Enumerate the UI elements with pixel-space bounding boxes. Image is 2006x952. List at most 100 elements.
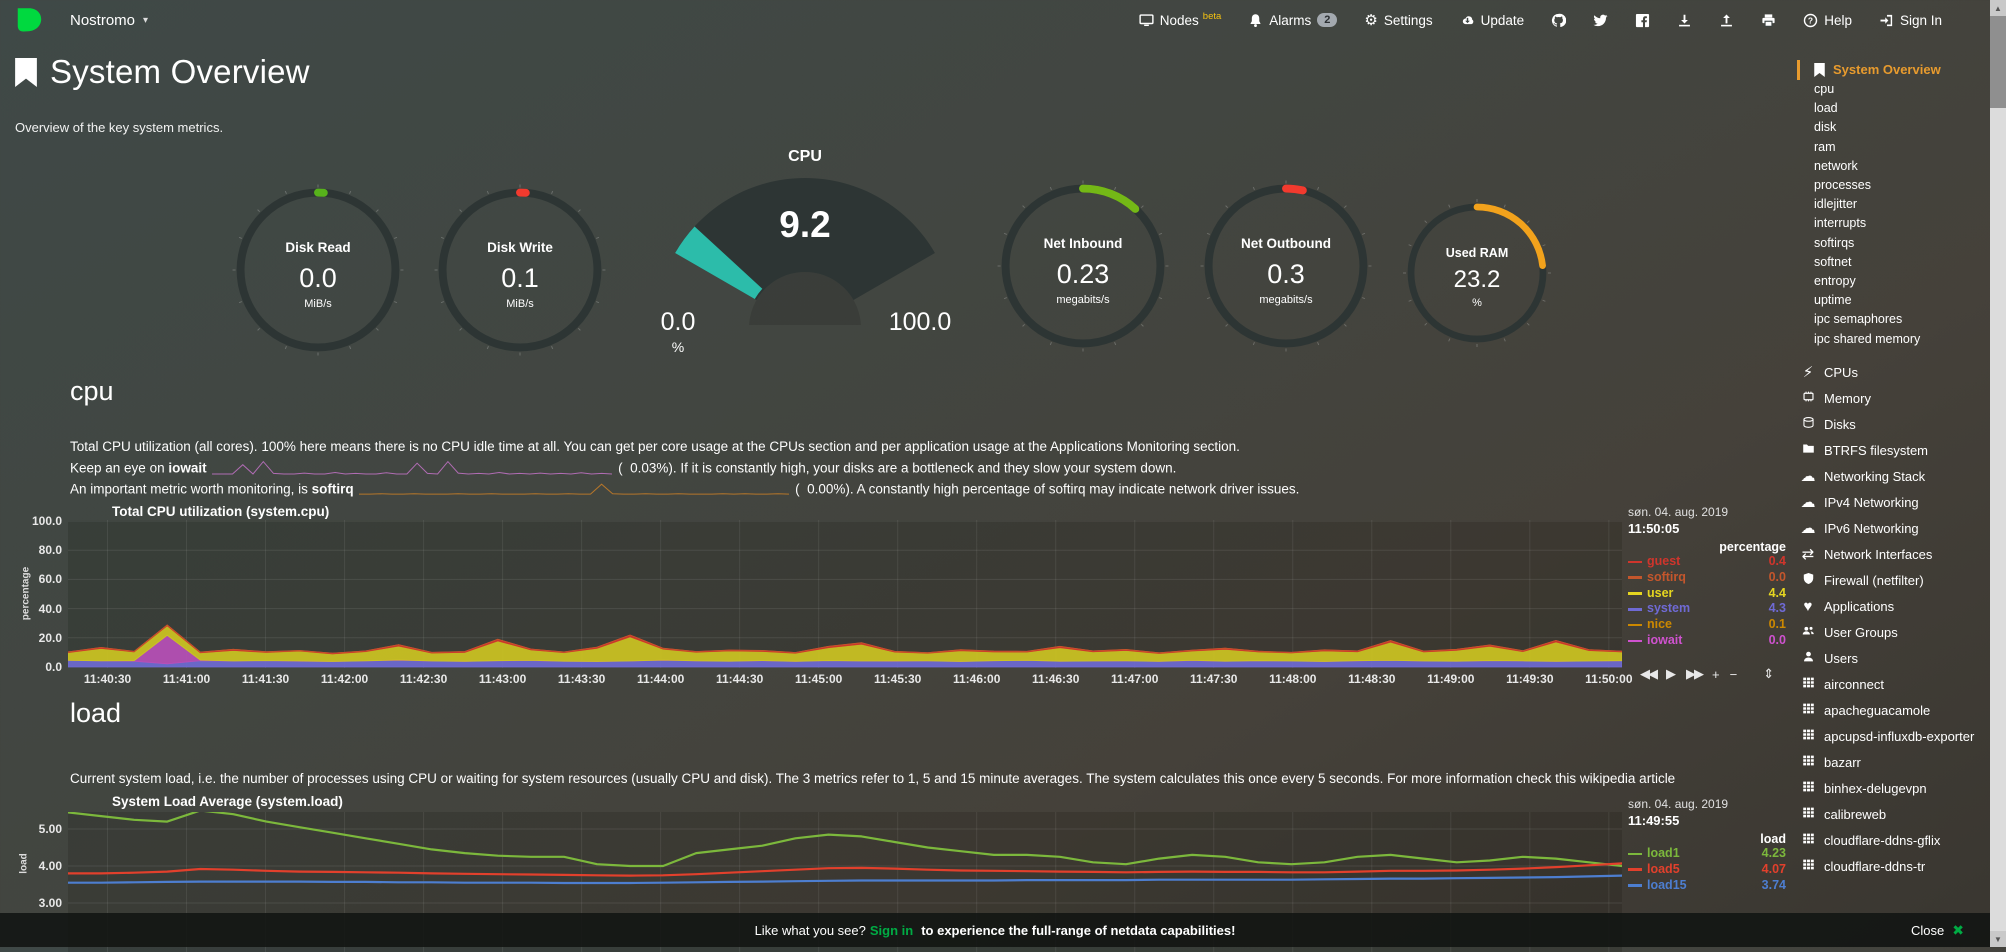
chart-tool-pan-forward[interactable]: ▶▶ xyxy=(1686,666,1704,681)
nav-help[interactable]: ? Help xyxy=(1803,13,1852,28)
legend-dash xyxy=(1628,592,1642,595)
sidebar-item-label: BTRFS filesystem xyxy=(1824,442,1929,458)
sidebar-item-networking-stack[interactable]: ☁ Networking Stack xyxy=(1797,464,1991,490)
cpu-chart[interactable] xyxy=(68,520,1622,668)
legend-row-system[interactable]: system 4.3 xyxy=(1628,601,1786,617)
gauge-value: 23.2 xyxy=(1453,265,1501,293)
sidebar-subitem-load[interactable]: load xyxy=(1814,101,1838,116)
gauge-used-ram[interactable]: Used RAM 23.2% xyxy=(1402,198,1552,348)
sidebar-item-cloudflare-ddns-tr[interactable]: cloudflare-ddns-tr xyxy=(1797,854,1991,880)
sidebar-subitem-interrupts[interactable]: interrupts xyxy=(1814,216,1867,231)
cpu-xtick: 11:43:30 xyxy=(557,672,606,686)
sidebar-item-bazarr[interactable]: bazarr xyxy=(1797,750,1991,776)
nav-facebook[interactable] xyxy=(1635,13,1650,28)
legend-dash xyxy=(1628,852,1642,856)
grid-icon xyxy=(1802,728,1815,741)
sidebar-item-ipv4-networking[interactable]: ☁ IPv4 Networking xyxy=(1797,490,1991,516)
legend-row-softirq[interactable]: softirq 0.0 xyxy=(1628,570,1786,586)
legend-row-load5[interactable]: load5 4.07 xyxy=(1628,862,1786,878)
sidebar-item-system-overview[interactable]: System Overview xyxy=(1797,60,1991,80)
legend-row-load15[interactable]: load15 3.74 xyxy=(1628,878,1786,894)
netdata-logo-icon[interactable] xyxy=(14,5,44,35)
cpu-xtick: 11:48:30 xyxy=(1348,672,1396,686)
sidebar-item-label: cloudflare-ddns-tr xyxy=(1824,858,1926,874)
gauge-disk-read[interactable]: Disk Read 0.0 MiB/s xyxy=(230,182,406,358)
page-scrollbar[interactable]: ▲ ▼ xyxy=(1990,0,2006,947)
sidebar-subitem-processes[interactable]: processes xyxy=(1814,178,1871,193)
sidebar-subitem-disk[interactable]: disk xyxy=(1814,120,1837,135)
sidebar-item-apcupsd-influxdb-exporter[interactable]: apcupsd-influxdb-exporter xyxy=(1797,724,1991,750)
grid-icon xyxy=(1802,858,1815,871)
sidebar-subitem-ipc-shared-memory[interactable]: ipc shared memory xyxy=(1814,331,1921,346)
sidebar-item-user-groups[interactable]: User Groups xyxy=(1797,620,1991,646)
nav-export[interactable] xyxy=(1719,13,1734,28)
nav-signin[interactable]: Sign In xyxy=(1879,13,1942,28)
sidebar-item-network-interfaces[interactable]: ⇄ Network Interfaces xyxy=(1797,542,1991,568)
svg-text:?: ? xyxy=(1808,15,1813,25)
gauge-cpu[interactable]: CPU 9.2 0.0 100.0% xyxy=(630,148,980,363)
cloud-icon: ☁ xyxy=(1800,493,1816,511)
gauge-net-inbound[interactable]: Net Inbound 0.23 megabits/s xyxy=(995,178,1171,354)
banner-close-label[interactable]: Close xyxy=(1911,922,1945,938)
sidebar-subitem-softnet[interactable]: softnet xyxy=(1814,254,1852,269)
sidebar-subitem-uptime[interactable]: uptime xyxy=(1814,293,1852,308)
chart-tool-resize[interactable]: ⇕ xyxy=(1763,666,1775,681)
legend-row-nice[interactable]: nice 0.1 xyxy=(1628,617,1786,633)
nav-github[interactable] xyxy=(1551,13,1567,28)
close-icon[interactable]: ✖ xyxy=(1952,921,1964,938)
nav-nodes-label: Nodes xyxy=(1159,12,1199,28)
chart-tool-pan-back[interactable]: ◀◀ xyxy=(1640,666,1658,681)
sidebar-subitem-entropy[interactable]: entropy xyxy=(1814,274,1856,289)
scrollbar-up-arrow-icon[interactable]: ▲ xyxy=(1990,0,2006,16)
sidebar-subitem-network[interactable]: network xyxy=(1814,158,1858,173)
legend-row-user[interactable]: user 4.4 xyxy=(1628,586,1786,602)
sidebar-item-applications[interactable]: ♥ Applications xyxy=(1797,594,1991,620)
legend-series-value: 4.07 xyxy=(1761,861,1786,876)
sidebar-item-label: Users xyxy=(1824,650,1858,666)
nav-print[interactable] xyxy=(1761,13,1776,28)
nav-import[interactable] xyxy=(1677,13,1692,28)
chart-tool-zoom-in[interactable]: + xyxy=(1712,666,1720,682)
sidebar-subitem-ram[interactable]: ram xyxy=(1814,139,1836,154)
sidebar-item-ipv6-networking[interactable]: ☁ IPv6 Networking xyxy=(1797,516,1991,542)
chart-tool-play[interactable]: ▶ xyxy=(1666,666,1676,681)
chart-tool-zoom-out[interactable]: − xyxy=(1729,666,1738,682)
legend-row-load1[interactable]: load1 4.23 xyxy=(1628,846,1786,862)
gauge-unit: megabits/s xyxy=(1259,294,1313,307)
sidebar-item-memory[interactable]: Memory xyxy=(1797,386,1991,412)
nav-nodes[interactable]: Nodes beta xyxy=(1139,11,1221,28)
nav-alarms[interactable]: Alarms 2 xyxy=(1248,13,1338,28)
scrollbar-down-arrow-icon[interactable]: ▼ xyxy=(1990,931,2006,947)
sidebar-subitem-idlejitter[interactable]: idlejitter xyxy=(1814,197,1858,212)
legend-dash xyxy=(1628,560,1642,564)
sidebar-subitem-cpu[interactable]: cpu xyxy=(1814,82,1835,96)
gauge-disk-write[interactable]: Disk Write 0.1 MiB/s xyxy=(432,182,608,358)
sidebar-item-cpus[interactable]: ⚡ CPUs xyxy=(1797,360,1991,386)
sidebar-item-binhex-delugevpn[interactable]: binhex-delugevpn xyxy=(1797,776,1991,802)
sidebar-subitem-softirqs[interactable]: softirqs xyxy=(1814,235,1855,250)
legend-row-guest[interactable]: guest 0.4 xyxy=(1628,554,1786,570)
bookmark-icon xyxy=(15,57,37,87)
gauge-net-outbound[interactable]: Net Outbound 0.3 megabits/s xyxy=(1198,178,1374,354)
cpu-xtick: 11:43:00 xyxy=(478,672,527,686)
signin-link[interactable]: Sign in xyxy=(869,922,914,938)
scrollbar-thumb[interactable] xyxy=(1990,16,2006,108)
sidebar-item-apacheguacamole[interactable]: apacheguacamole xyxy=(1797,698,1991,724)
sidebar-item-cloudflare-ddns-gflix[interactable]: cloudflare-ddns-gflix xyxy=(1797,828,1991,854)
nav-twitter[interactable] xyxy=(1593,13,1608,28)
sidebar-item-calibreweb[interactable]: calibreweb xyxy=(1797,802,1991,828)
nav-update[interactable]: Update xyxy=(1460,13,1524,28)
download-icon xyxy=(1677,13,1692,28)
sidebar-item-airconnect[interactable]: airconnect xyxy=(1797,672,1991,698)
legend-row-iowait[interactable]: iowait 0.0 xyxy=(1628,633,1786,649)
hostname-dropdown[interactable]: Nostromo ▾ xyxy=(70,12,148,29)
grid-icon xyxy=(1802,754,1815,767)
sidebar-item-disks[interactable]: Disks xyxy=(1797,412,1991,438)
sidebar-item-btrfs-filesystem[interactable]: BTRFS filesystem xyxy=(1797,438,1991,464)
sidebar-item-firewall-netfilter-[interactable]: Firewall (netfilter) xyxy=(1797,568,1991,594)
sidebar-subitem-ipc-semaphores[interactable]: ipc semaphores xyxy=(1814,312,1903,327)
upload-icon xyxy=(1719,13,1734,28)
nav-settings[interactable]: ⚙ Settings xyxy=(1364,13,1432,28)
sidebar-item-users[interactable]: Users xyxy=(1797,646,1991,672)
signin-icon xyxy=(1879,13,1894,28)
